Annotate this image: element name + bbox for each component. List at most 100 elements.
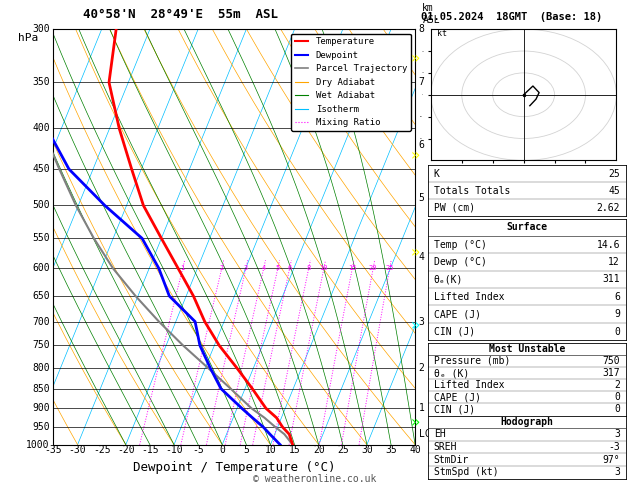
Text: 0: 0 bbox=[614, 327, 620, 336]
Text: 20: 20 bbox=[369, 265, 377, 271]
Text: 4: 4 bbox=[419, 252, 425, 261]
Text: 0: 0 bbox=[220, 445, 225, 455]
Text: 10: 10 bbox=[320, 265, 328, 271]
Text: 25: 25 bbox=[337, 445, 348, 455]
Text: 3: 3 bbox=[614, 468, 620, 477]
Text: StmSpd (kt): StmSpd (kt) bbox=[433, 468, 498, 477]
Text: 2: 2 bbox=[419, 363, 425, 373]
Text: 45: 45 bbox=[608, 186, 620, 196]
Text: EH: EH bbox=[433, 430, 445, 439]
Text: 5: 5 bbox=[243, 445, 249, 455]
Text: 15: 15 bbox=[348, 265, 357, 271]
Legend: Temperature, Dewpoint, Parcel Trajectory, Dry Adiabat, Wet Adiabat, Isotherm, Mi: Temperature, Dewpoint, Parcel Trajectory… bbox=[291, 34, 411, 131]
Text: »: » bbox=[411, 245, 420, 260]
Text: θₑ (K): θₑ (K) bbox=[433, 368, 469, 378]
Text: 3: 3 bbox=[244, 265, 248, 271]
Text: Hodograph: Hodograph bbox=[500, 417, 554, 427]
Text: 35: 35 bbox=[385, 445, 397, 455]
Text: 6: 6 bbox=[419, 140, 425, 150]
Text: 10: 10 bbox=[265, 445, 276, 455]
Text: CIN (J): CIN (J) bbox=[433, 327, 475, 336]
Text: PW (cm): PW (cm) bbox=[433, 203, 475, 213]
Text: 40: 40 bbox=[409, 445, 421, 455]
Text: LCL: LCL bbox=[419, 429, 437, 439]
Text: 25: 25 bbox=[608, 169, 620, 179]
Text: -25: -25 bbox=[93, 445, 111, 455]
Text: 450: 450 bbox=[32, 164, 50, 174]
Text: 20: 20 bbox=[313, 445, 325, 455]
Text: Dewp (°C): Dewp (°C) bbox=[433, 257, 487, 267]
Text: 40°58'N  28°49'E  55m  ASL: 40°58'N 28°49'E 55m ASL bbox=[82, 8, 277, 21]
Text: SREH: SREH bbox=[433, 442, 457, 452]
Text: »: » bbox=[411, 416, 420, 430]
Text: 2.62: 2.62 bbox=[596, 203, 620, 213]
Text: 4: 4 bbox=[262, 265, 266, 271]
Text: 25: 25 bbox=[386, 265, 394, 271]
Text: 5: 5 bbox=[419, 193, 425, 204]
Text: 850: 850 bbox=[32, 383, 50, 394]
Text: 750: 750 bbox=[603, 356, 620, 366]
Text: Lifted Index: Lifted Index bbox=[433, 380, 504, 390]
Text: © weatheronline.co.uk: © weatheronline.co.uk bbox=[253, 473, 376, 484]
Text: 1: 1 bbox=[181, 265, 185, 271]
Text: 3: 3 bbox=[419, 316, 425, 327]
Text: 01.05.2024  18GMT  (Base: 18): 01.05.2024 18GMT (Base: 18) bbox=[421, 12, 603, 22]
Text: 0: 0 bbox=[614, 404, 620, 415]
Text: 900: 900 bbox=[32, 403, 50, 413]
Text: -30: -30 bbox=[69, 445, 86, 455]
Text: Totals Totals: Totals Totals bbox=[433, 186, 510, 196]
Text: »: » bbox=[411, 148, 420, 163]
Text: 6: 6 bbox=[614, 292, 620, 302]
Text: 400: 400 bbox=[32, 123, 50, 134]
Text: Most Unstable: Most Unstable bbox=[489, 344, 565, 354]
Text: 750: 750 bbox=[32, 340, 50, 350]
Text: 500: 500 bbox=[32, 200, 50, 210]
Text: 8: 8 bbox=[419, 24, 425, 34]
Text: StmDir: StmDir bbox=[433, 455, 469, 465]
Text: -5: -5 bbox=[192, 445, 204, 455]
Text: θₑ(K): θₑ(K) bbox=[433, 275, 463, 284]
Text: 1000: 1000 bbox=[26, 440, 50, 450]
Text: CAPE (J): CAPE (J) bbox=[433, 309, 481, 319]
Text: 300: 300 bbox=[32, 24, 50, 34]
Text: Surface: Surface bbox=[506, 223, 547, 232]
Text: 350: 350 bbox=[32, 77, 50, 87]
Text: 30: 30 bbox=[361, 445, 373, 455]
Text: 700: 700 bbox=[32, 316, 50, 327]
Text: 950: 950 bbox=[32, 422, 50, 432]
Text: -35: -35 bbox=[45, 445, 62, 455]
Text: 317: 317 bbox=[603, 368, 620, 378]
Text: CIN (J): CIN (J) bbox=[433, 404, 475, 415]
Text: -3: -3 bbox=[608, 442, 620, 452]
Text: 1: 1 bbox=[419, 403, 425, 413]
Text: -20: -20 bbox=[117, 445, 135, 455]
Text: 6: 6 bbox=[287, 265, 292, 271]
X-axis label: Dewpoint / Temperature (°C): Dewpoint / Temperature (°C) bbox=[133, 461, 335, 474]
Text: 15: 15 bbox=[289, 445, 301, 455]
Text: Pressure (mb): Pressure (mb) bbox=[433, 356, 510, 366]
Text: 0: 0 bbox=[614, 392, 620, 402]
Text: K: K bbox=[433, 169, 440, 179]
Text: -10: -10 bbox=[165, 445, 183, 455]
Text: 12: 12 bbox=[608, 257, 620, 267]
Text: kt: kt bbox=[437, 29, 447, 38]
Text: 7: 7 bbox=[419, 77, 425, 87]
Text: hPa: hPa bbox=[18, 34, 38, 43]
Text: 2: 2 bbox=[220, 265, 224, 271]
Text: Mixing Ratio (g/kg): Mixing Ratio (g/kg) bbox=[435, 181, 445, 293]
Text: »: » bbox=[411, 318, 420, 333]
Text: 650: 650 bbox=[32, 291, 50, 301]
Text: km
ASL: km ASL bbox=[423, 3, 440, 25]
Text: 8: 8 bbox=[306, 265, 311, 271]
Text: Lifted Index: Lifted Index bbox=[433, 292, 504, 302]
Text: 600: 600 bbox=[32, 263, 50, 274]
Text: 3: 3 bbox=[614, 430, 620, 439]
Text: 9: 9 bbox=[614, 309, 620, 319]
Text: »: » bbox=[411, 51, 420, 66]
Text: 2: 2 bbox=[614, 380, 620, 390]
Text: -15: -15 bbox=[141, 445, 159, 455]
Text: 5: 5 bbox=[276, 265, 280, 271]
Text: CAPE (J): CAPE (J) bbox=[433, 392, 481, 402]
Text: 800: 800 bbox=[32, 363, 50, 373]
Text: 550: 550 bbox=[32, 233, 50, 243]
